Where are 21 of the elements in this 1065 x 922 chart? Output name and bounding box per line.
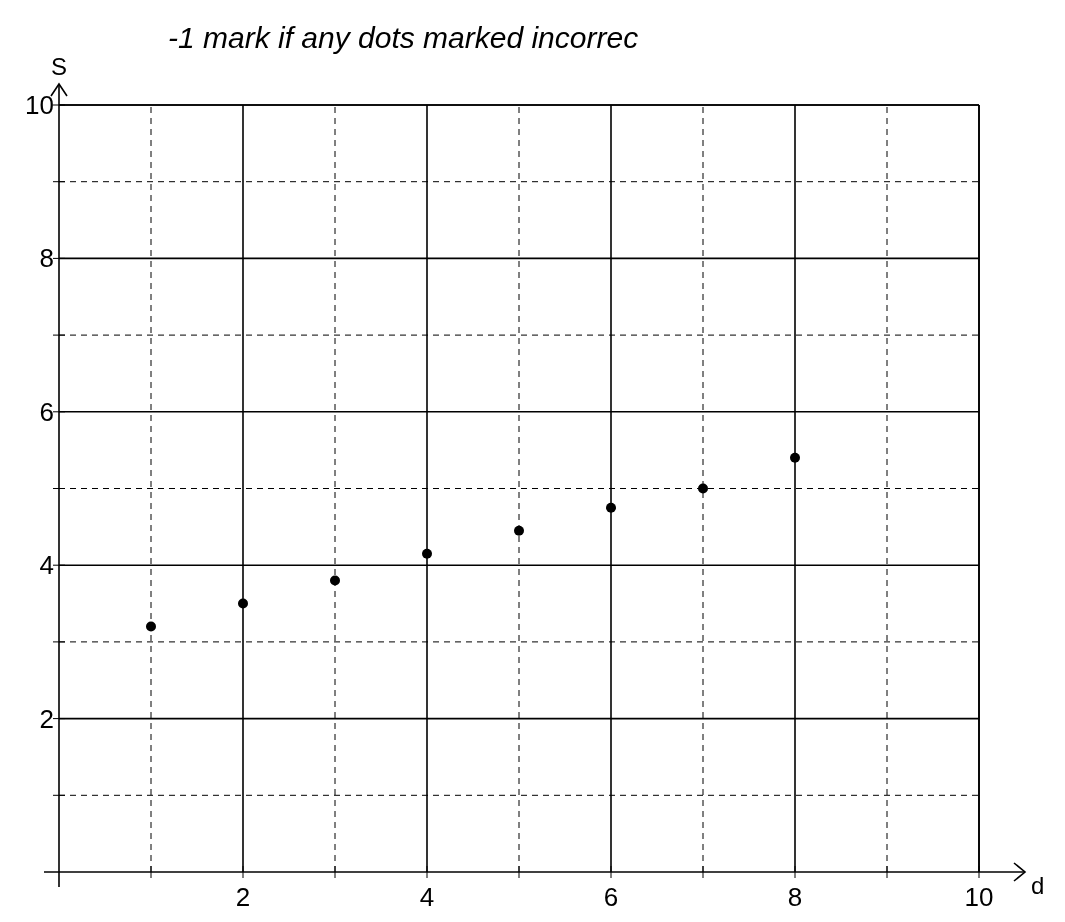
y-axis-title: S (50, 53, 68, 80)
x-tick-label: 10 (964, 882, 994, 912)
text: -1 mark if any dots marked incorrec (168, 21, 639, 54)
x-tick-label: 4 (419, 882, 435, 912)
point (698, 483, 708, 494)
point (422, 548, 432, 559)
point (330, 575, 340, 586)
x-tick-label: 8 (787, 882, 803, 912)
point (606, 502, 616, 513)
point (790, 452, 800, 463)
x-axis-title: d (1031, 872, 1045, 899)
y-tick-label: 2 (39, 703, 54, 734)
point (514, 525, 524, 536)
y-tick-label: 8 (39, 243, 54, 274)
y-tick-label: 4 (39, 550, 54, 581)
y-tick-label: 10 (25, 90, 54, 120)
x-tick-label: 6 (603, 882, 619, 912)
point (146, 621, 156, 632)
x-tick-label: 2 (235, 882, 251, 912)
y-tick-label: 6 (39, 396, 54, 427)
point (238, 598, 248, 609)
